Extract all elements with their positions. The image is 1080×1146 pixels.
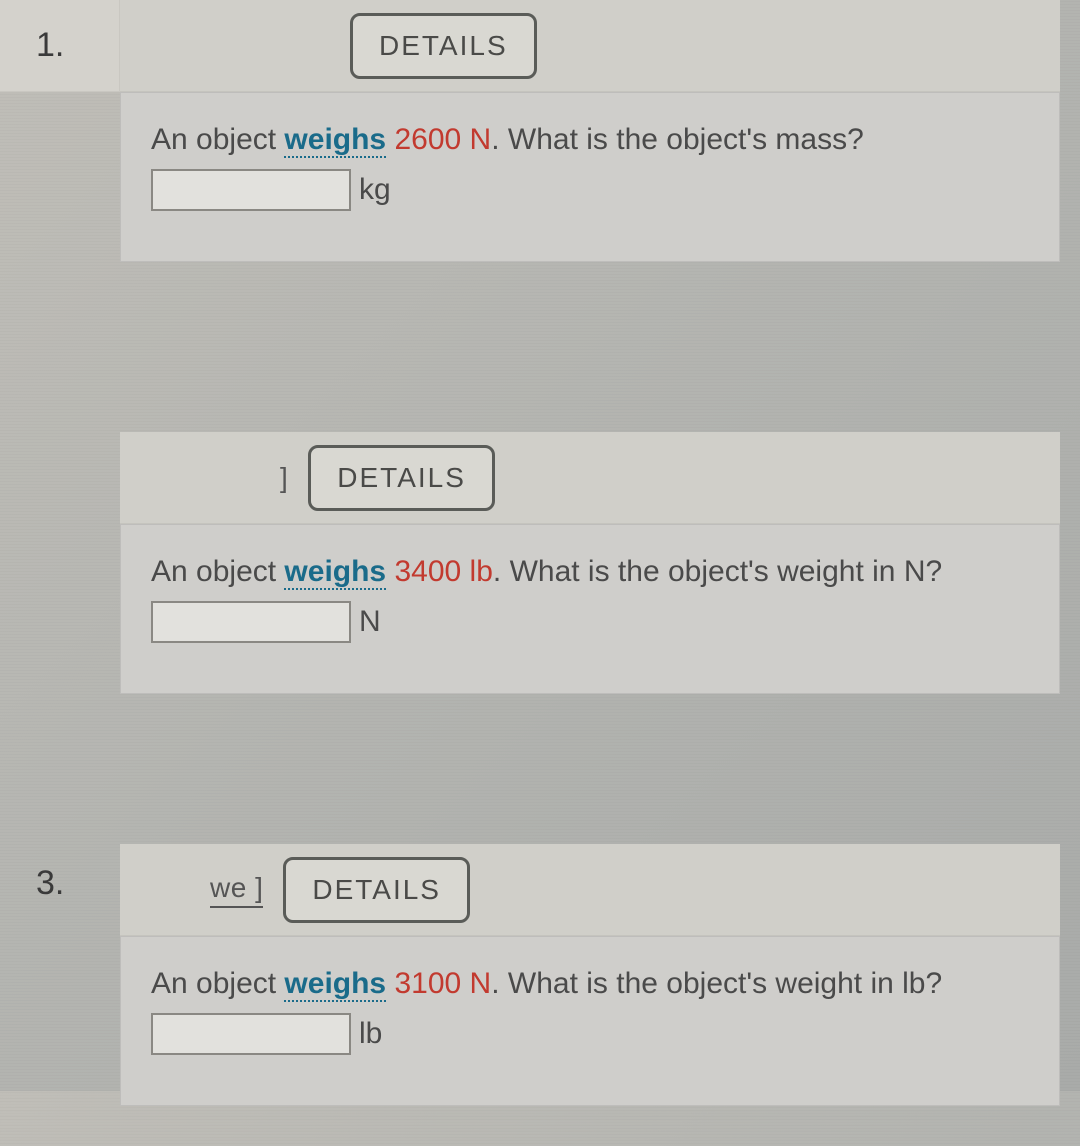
question-text-part: . What is the object's weight in N?	[493, 555, 942, 588]
assignment-page: 1. DETAILS An object weighs 2600 N. What…	[0, 0, 1080, 1146]
question-header: we ] DETAILS	[120, 844, 1060, 936]
question-number: 1.	[0, 0, 120, 92]
question-text: An object weighs 2600 N. What is the obj…	[151, 119, 1029, 161]
question-text-part: An object	[151, 123, 284, 156]
answer-unit: lb	[359, 1017, 382, 1051]
question-value: 3400 lb	[394, 555, 492, 588]
question-value: 2600 N	[394, 123, 491, 156]
answer-line: kg	[151, 169, 1029, 211]
question-link-word[interactable]: weighs	[284, 967, 386, 1002]
answer-input[interactable]	[151, 601, 351, 643]
question-body-row: An object weighs 3400 lb. What is the ob…	[0, 524, 1060, 694]
answer-input[interactable]	[151, 1013, 351, 1055]
question-header-row: 3. we ] DETAILS	[0, 844, 1060, 936]
spacer	[0, 262, 1060, 432]
answer-line: lb	[151, 1013, 1029, 1055]
question-card: An object weighs 2600 N. What is the obj…	[120, 92, 1060, 262]
question-header: ] DETAILS	[120, 432, 1060, 524]
question-number: 3.	[0, 844, 120, 936]
question-value: 3100 N	[394, 967, 491, 1000]
question-link-word[interactable]: weighs	[284, 555, 386, 590]
details-button[interactable]: DETAILS	[283, 857, 470, 923]
question-header-row: ] DETAILS	[0, 432, 1060, 524]
answer-line: N	[151, 601, 1029, 643]
question-card: An object weighs 3400 lb. What is the ob…	[120, 524, 1060, 694]
question-text: An object weighs 3400 lb. What is the ob…	[151, 551, 1029, 593]
details-button[interactable]: DETAILS	[308, 445, 495, 511]
question-card: An object weighs 3100 N. What is the obj…	[120, 936, 1060, 1106]
question-text: An object weighs 3100 N. What is the obj…	[151, 963, 1029, 1005]
question-link-word[interactable]: weighs	[284, 123, 386, 158]
answer-unit: kg	[359, 173, 391, 207]
question-prefix-text: we ]	[210, 872, 263, 903]
question-body-row: An object weighs 2600 N. What is the obj…	[0, 92, 1060, 262]
question-text-part: . What is the object's mass?	[491, 123, 864, 156]
question-number	[0, 432, 120, 524]
question-text-part: An object	[151, 555, 284, 588]
answer-unit: N	[359, 605, 381, 639]
question-prefix: we ]	[210, 872, 263, 908]
question-body-row: An object weighs 3100 N. What is the obj…	[0, 936, 1060, 1106]
question-text-part: . What is the object's weight in lb?	[491, 967, 942, 1000]
question-header: DETAILS	[120, 0, 1060, 92]
question-header-row: 1. DETAILS	[0, 0, 1060, 92]
details-button[interactable]: DETAILS	[350, 13, 537, 79]
spacer	[0, 694, 1060, 844]
question-number-text: 1.	[36, 26, 64, 65]
answer-input[interactable]	[151, 169, 351, 211]
question-prefix: ]	[280, 462, 288, 494]
question-text-part: An object	[151, 967, 284, 1000]
question-number-text: 3.	[36, 864, 64, 903]
